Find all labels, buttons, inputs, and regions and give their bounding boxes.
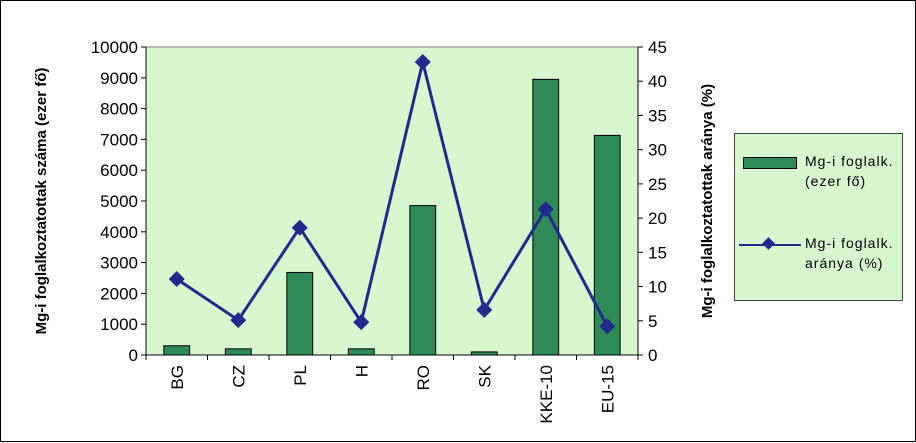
left-tick-label: 9000 bbox=[100, 69, 138, 88]
left-tick-label: 1000 bbox=[100, 315, 138, 334]
right-tick-label: 20 bbox=[648, 209, 667, 228]
bar-CZ bbox=[224, 348, 252, 356]
legend-bar-swatch bbox=[743, 157, 797, 169]
right-axis: 0 5 10 15 20 25 30 35 40 45 bbox=[637, 38, 667, 365]
left-tick-label: 5000 bbox=[100, 192, 138, 211]
x-tick-label: KKE-10 bbox=[537, 365, 556, 424]
bar-SK bbox=[470, 351, 498, 356]
left-tick-label: 4000 bbox=[100, 223, 138, 242]
left-tick-label: 7000 bbox=[100, 130, 138, 149]
left-tick-label: 8000 bbox=[100, 100, 138, 119]
legend-bar-label-line1: Mg-i foglalk. bbox=[805, 153, 894, 169]
bar-H bbox=[347, 348, 375, 356]
bar-PL bbox=[286, 271, 314, 356]
bar-RO bbox=[409, 205, 437, 356]
x-tick-label: RO bbox=[414, 365, 433, 391]
right-tick-label: 40 bbox=[648, 72, 667, 91]
legend-bar-label-line2: (ezer fő) bbox=[805, 173, 867, 189]
bar-BG bbox=[163, 345, 191, 356]
line-point-EU-15 bbox=[599, 318, 616, 335]
left-axis-title: Mg-i foglalkoztatottak száma (ezer fő) bbox=[33, 68, 50, 335]
line-point-PL bbox=[291, 219, 308, 236]
x-tick-label: SK bbox=[475, 364, 494, 387]
left-tick-label: 6000 bbox=[100, 161, 138, 180]
legend: Mg-i foglalk. (ezer fő) Mg-i foglalk. ar… bbox=[734, 133, 903, 301]
right-axis-title: Mg-i foglalkoztatottak aránya (%) bbox=[699, 84, 716, 318]
line-point-RO bbox=[414, 54, 431, 71]
right-tick-label: 5 bbox=[648, 312, 657, 331]
line-point-BG bbox=[168, 271, 185, 288]
line-path bbox=[175, 61, 609, 327]
x-axis-labels: BG CZ PL H RO SK KKE-10 EU-15 bbox=[145, 355, 639, 424]
x-tick-label: PL bbox=[291, 365, 310, 386]
line-point-KKE-10 bbox=[537, 201, 554, 218]
right-tick-label: 25 bbox=[648, 175, 667, 194]
line-point-SK bbox=[476, 301, 493, 318]
line-point-CZ bbox=[230, 312, 247, 329]
legend-line-label-line2: aránya (%) bbox=[805, 255, 884, 271]
x-tick-label: CZ bbox=[229, 365, 248, 388]
left-tick-label: 0 bbox=[129, 346, 138, 365]
right-tick-label: 0 bbox=[648, 346, 657, 365]
bar-series bbox=[163, 78, 621, 356]
right-tick-label: 45 bbox=[648, 38, 667, 57]
legend-diamond-marker bbox=[762, 237, 775, 250]
left-tick-label: 2000 bbox=[100, 284, 138, 303]
line-point-H bbox=[353, 314, 370, 331]
left-tick-label: 10000 bbox=[91, 38, 138, 57]
x-tick-label: BG bbox=[168, 365, 187, 390]
right-tick-label: 30 bbox=[648, 141, 667, 160]
x-tick-label: EU-15 bbox=[598, 365, 617, 413]
legend-line-label-line1: Mg-i foglalk. bbox=[805, 235, 894, 251]
line-series bbox=[168, 54, 616, 335]
right-tick-label: 35 bbox=[648, 106, 667, 125]
right-tick-label: 10 bbox=[648, 278, 667, 297]
left-tick-label: 3000 bbox=[100, 254, 138, 273]
left-axis: 0 1000 2000 3000 4000 5000 6000 7000 8000 9000 100… bbox=[91, 38, 638, 365]
right-tick-label: 15 bbox=[648, 243, 667, 262]
x-tick-label: H bbox=[352, 365, 371, 377]
